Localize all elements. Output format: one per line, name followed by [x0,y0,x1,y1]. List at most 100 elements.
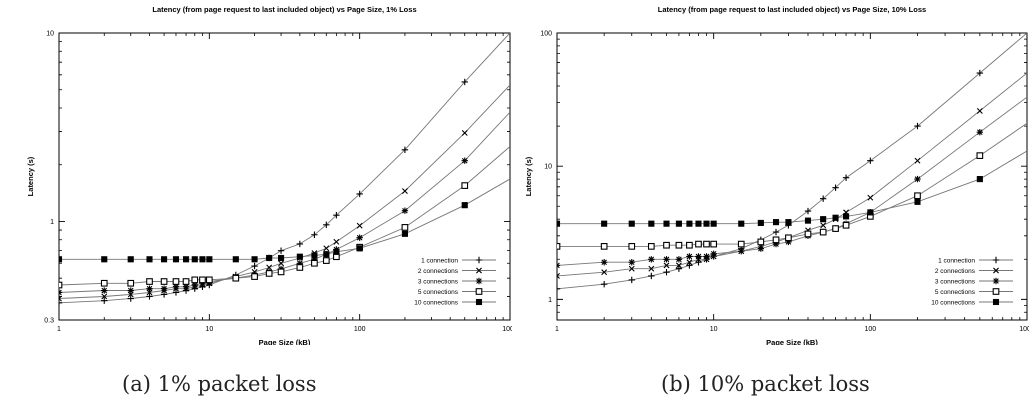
data-point [356,245,363,252]
data-point [914,122,921,130]
data-point [251,262,258,270]
data-point [101,256,108,263]
data-point [199,276,206,284]
data-point [703,253,710,260]
data-point [232,256,239,263]
data-point [461,78,468,86]
data-point [557,243,561,250]
data-point [127,295,134,302]
data-point [146,285,153,292]
data-point [191,256,198,263]
data-point [557,220,561,227]
data-point [737,240,745,248]
series-line [557,33,1027,290]
data-point [772,228,780,236]
legend-marker [475,288,483,295]
data-point [59,299,63,307]
legend-label: 2 connections [418,268,459,275]
data-point [600,280,608,288]
legend-label: 3 connections [935,278,976,285]
data-point [191,276,199,284]
data-point [710,250,717,257]
data-point [785,219,792,226]
x-axis-label: Page Size (kB) [766,338,818,345]
data-point [127,279,135,287]
data-point [628,220,635,227]
y-tick-label: 1 [548,297,552,304]
data-point [628,265,635,272]
data-point [710,240,718,248]
data-point [663,268,670,276]
y-axis-label: Latency (s) [524,156,533,196]
data-point [59,281,63,289]
data-point [820,216,827,223]
data-point [232,274,240,282]
legend-marker [992,277,1000,285]
legend-label: 2 connections [935,268,976,275]
data-point [804,230,812,238]
data-point [311,259,318,267]
data-point [600,243,608,250]
x-tick-label: 100 [354,326,366,333]
data-point [785,238,792,246]
data-point [557,272,560,279]
series-plus [59,33,510,307]
data-point [914,157,921,164]
data-point [296,260,304,267]
data-point [277,268,285,276]
data-point [461,129,468,136]
data-point [311,231,318,238]
data-point [976,152,984,159]
data-point [59,256,63,263]
chart-panel-1pct: Latency (from page request to last inclu… [0,0,512,345]
data-point [401,224,409,231]
data-point [199,256,206,263]
latency-chart-1pct-loss: Latency (from page request to last inclu… [26,5,512,345]
legend-marker [993,267,999,274]
data-point [278,260,285,267]
data-point [832,214,839,221]
data-point [323,251,330,258]
x-tick-label: 100 [864,326,876,333]
data-point [401,146,409,154]
caption-10pct-loss: (b) 10% packet loss [661,372,870,396]
x-tick-label: 10 [710,326,718,333]
data-point [146,256,153,263]
legend-label: 1 connection [938,257,975,264]
data-point [820,222,827,229]
data-point [205,276,213,284]
data-point [785,234,792,242]
data-point [401,188,408,194]
data-point [265,270,273,277]
data-point [172,278,180,285]
data-point [333,238,340,245]
data-point [356,190,363,198]
plot-frame [58,32,511,321]
series-line [59,178,510,260]
data-point [100,279,108,287]
data-point [461,182,469,189]
data-point [59,289,63,296]
data-point [832,184,839,191]
data-point [695,240,702,248]
y-axis-label: Latency (s) [26,156,35,196]
series-line [557,72,1027,277]
data-point [628,276,635,284]
data-point [127,256,134,263]
legend-label: 5 connections [418,289,459,296]
data-point [311,252,318,259]
data-point [772,236,780,244]
data-point [843,213,850,220]
data-point [628,243,636,250]
data-point [59,295,62,302]
chart-title: Latency (from page request to last inclu… [658,5,926,14]
data-point [686,220,693,227]
data-point [686,241,693,249]
data-point [675,262,682,269]
data-point [686,259,693,266]
data-point [686,253,693,260]
series-line [59,146,510,286]
data-point [172,289,180,296]
